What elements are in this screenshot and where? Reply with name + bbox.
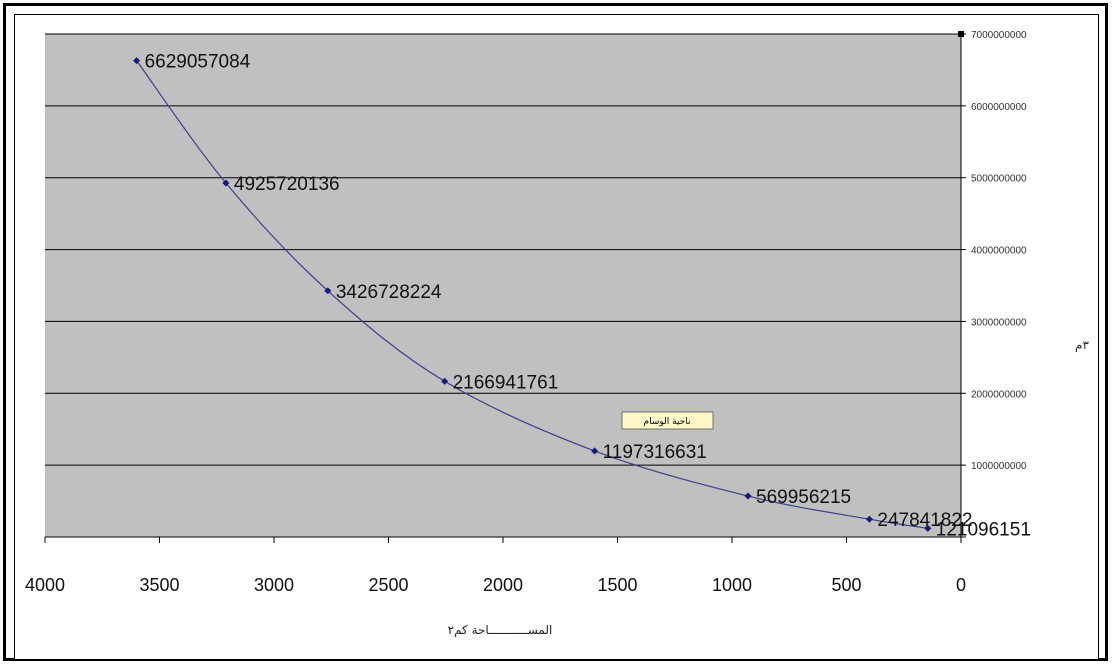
gridlines <box>45 33 961 466</box>
data-point <box>324 287 332 295</box>
callout-text: ناحية الوسام <box>644 417 691 427</box>
data-label: 247841822 <box>877 510 972 531</box>
data-point <box>222 179 230 187</box>
y-tick-label: 2000000000 <box>971 389 1027 400</box>
y-axis-label: ٣م <box>1075 338 1089 352</box>
data-point <box>924 524 932 532</box>
y-tick-label: 4000000000 <box>971 246 1027 257</box>
x-tick-label: 1000 <box>712 575 752 595</box>
data-point <box>591 447 599 455</box>
x-tick-label: 0 <box>956 575 966 595</box>
data-markers <box>133 57 932 532</box>
data-point <box>133 57 141 65</box>
data-point <box>744 492 752 500</box>
callout-box: ناحية الوسام <box>621 411 714 430</box>
y-tick-label: 1000000000 <box>971 461 1027 472</box>
y-tick-label: 7000000000 <box>971 30 1027 41</box>
data-point <box>865 515 873 523</box>
y-tick-label: 6000000000 <box>971 102 1027 113</box>
y-tick-labels: 1000000000 2000000000 3000000000 4000000000… <box>961 30 1027 538</box>
data-label: 1197316631 <box>603 442 707 463</box>
x-tick-label: 4000 <box>25 575 65 595</box>
plot-area <box>45 34 961 537</box>
x-tick-label: 3500 <box>139 575 179 595</box>
series-line <box>136 60 928 529</box>
data-label: 6629057084 <box>145 52 251 73</box>
y-tick-label: 5000000000 <box>971 174 1027 185</box>
data-label: 4925720136 <box>234 174 340 195</box>
y-tick-label: 3000000000 <box>971 317 1027 328</box>
x-tick-labels: 4000 3500 3000 2500 2000 1500 1000 500 0 <box>25 537 966 595</box>
data-point <box>441 377 449 385</box>
x-tick-label: 500 <box>831 575 861 595</box>
data-label: 121096151 <box>936 519 1031 540</box>
data-label: 569956215 <box>756 487 851 508</box>
data-label: 3426728224 <box>336 282 442 303</box>
x-tick-label: 2500 <box>368 575 408 595</box>
x-axis-label: المســـــــــــاحة كم٢ <box>448 623 553 637</box>
x-tick-label: 3000 <box>254 575 294 595</box>
data-label: 2166941761 <box>453 372 559 393</box>
x-tick-label: 2000 <box>483 575 523 595</box>
x-tick-label: 1500 <box>597 575 637 595</box>
data-labels: 6629057084 4925720136 3426728224 2166941761… <box>145 52 1031 541</box>
